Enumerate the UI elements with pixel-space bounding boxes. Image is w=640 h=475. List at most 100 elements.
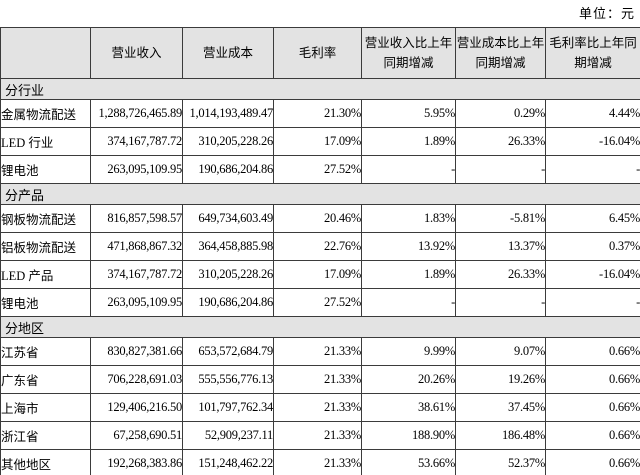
table-row: LED 产品 374,167,787.72 310,205,228.26 17.…: [0, 260, 640, 289]
cell-revenue-yoy: -: [361, 288, 456, 317]
cell-gross-margin: 21.30%: [273, 99, 362, 128]
table-row: 上海市 129,406,216.50 101,797,762.34 21.33%…: [0, 393, 640, 422]
section-row-industry: 分行业: [0, 78, 640, 100]
table-row: 浙江省 67,258,690.51 52,909,237.11 21.33% 1…: [0, 421, 640, 450]
cell-cost: 555,556,776.13: [182, 365, 274, 394]
cell-revenue: 374,167,787.72: [90, 260, 183, 289]
cell-cost-yoy: 13.37%: [455, 232, 546, 261]
cell-revenue: 263,095,109.95: [90, 288, 183, 317]
table-row: 其他地区 192,268,383.86 151,248,462.22 21.33…: [0, 449, 640, 475]
cell-gross-margin: 17.09%: [273, 260, 362, 289]
cell-revenue-yoy: 53.66%: [361, 449, 456, 475]
header-cost: 营业成本: [182, 27, 274, 79]
cell-revenue: 830,827,381.66: [90, 337, 183, 366]
cell-margin-yoy: -: [545, 288, 640, 317]
header-gross-margin: 毛利率: [273, 27, 362, 79]
cell-revenue: 1,288,726,465.89: [90, 99, 183, 128]
table-row: 江苏省 830,827,381.66 653,572,684.79 21.33%…: [0, 337, 640, 366]
cell-segment-name: 金属物流配送: [0, 99, 91, 128]
cell-revenue-yoy: 20.26%: [361, 365, 456, 394]
cell-revenue-yoy: 1.83%: [361, 204, 456, 233]
cell-gross-margin: 21.33%: [273, 421, 362, 450]
unit-label: 单位：元: [578, 6, 635, 21]
cell-margin-yoy: 6.45%: [545, 204, 640, 233]
cell-segment-name: 广东省: [0, 365, 91, 394]
cell-segment-name: 浙江省: [0, 421, 91, 450]
table-row: 金属物流配送 1,288,726,465.89 1,014,193,489.47…: [0, 99, 640, 128]
cell-gross-margin: 21.33%: [273, 337, 362, 366]
cell-cost: 190,686,204.86: [182, 155, 274, 184]
table-head: 营业收入 营业成本 毛利率 营业收入比上年同期增减 营业成本比上年同期增减 毛利…: [0, 27, 640, 79]
cell-margin-yoy: 4.44%: [545, 99, 640, 128]
cell-revenue-yoy: -: [361, 155, 456, 184]
cell-cost: 101,797,762.34: [182, 393, 274, 422]
cell-cost: 190,686,204.86: [182, 288, 274, 317]
cell-cost-yoy: 19.26%: [455, 365, 546, 394]
cell-cost-yoy: 52.37%: [455, 449, 546, 475]
section-row-product: 分产品: [0, 183, 640, 205]
cell-cost: 653,572,684.79: [182, 337, 274, 366]
cell-gross-margin: 20.46%: [273, 204, 362, 233]
cell-revenue: 374,167,787.72: [90, 127, 183, 156]
cell-margin-yoy: -16.04%: [545, 127, 640, 156]
cell-cost-yoy: 9.07%: [455, 337, 546, 366]
cell-revenue: 129,406,216.50: [90, 393, 183, 422]
cell-segment-name: 江苏省: [0, 337, 91, 366]
cell-cost: 52,909,237.11: [182, 421, 274, 450]
cell-cost: 1,014,193,489.47: [182, 99, 274, 128]
table-header-row: 营业收入 营业成本 毛利率 营业收入比上年同期增减 营业成本比上年同期增减 毛利…: [0, 27, 640, 79]
cell-cost-yoy: 26.33%: [455, 127, 546, 156]
table-row: 锂电池 263,095,109.95 190,686,204.86 27.52%…: [0, 288, 640, 317]
table-body: 分行业 金属物流配送 1,288,726,465.89 1,014,193,48…: [0, 78, 640, 475]
table-row: LED 行业 374,167,787.72 310,205,228.26 17.…: [0, 127, 640, 156]
section-label-product: 分产品: [0, 183, 640, 205]
cell-gross-margin: 27.52%: [273, 288, 362, 317]
cell-segment-name: 其他地区: [0, 449, 91, 475]
cell-margin-yoy: -16.04%: [545, 260, 640, 289]
segment-table: 营业收入 营业成本 毛利率 营业收入比上年同期增减 营业成本比上年同期增减 毛利…: [0, 27, 640, 475]
cell-gross-margin: 21.33%: [273, 449, 362, 475]
cell-margin-yoy: 0.66%: [545, 365, 640, 394]
cell-segment-name: 锂电池: [0, 288, 91, 317]
cell-cost: 310,205,228.26: [182, 127, 274, 156]
cell-margin-yoy: 0.66%: [545, 337, 640, 366]
cell-margin-yoy: -: [545, 155, 640, 184]
cell-cost-yoy: 0.29%: [455, 99, 546, 128]
cell-segment-name: 锂电池: [0, 155, 91, 184]
cell-revenue: 192,268,383.86: [90, 449, 183, 475]
cell-cost-yoy: 37.45%: [455, 393, 546, 422]
cell-cost: 310,205,228.26: [182, 260, 274, 289]
cell-margin-yoy: 0.66%: [545, 421, 640, 450]
table-row: 锂电池 263,095,109.95 190,686,204.86 27.52%…: [0, 155, 640, 184]
header-margin-yoy: 毛利率比上年同期增减: [545, 27, 640, 79]
cell-margin-yoy: 0.66%: [545, 393, 640, 422]
cell-margin-yoy: 0.37%: [545, 232, 640, 261]
header-revenue: 营业收入: [90, 27, 183, 79]
header-cost-yoy: 营业成本比上年同期增减: [455, 27, 546, 79]
cell-cost: 364,458,885.98: [182, 232, 274, 261]
cell-cost: 151,248,462.22: [182, 449, 274, 475]
table-row: 广东省 706,228,691.03 555,556,776.13 21.33%…: [0, 365, 640, 394]
cell-gross-margin: 21.33%: [273, 393, 362, 422]
cell-revenue-yoy: 5.95%: [361, 99, 456, 128]
cell-segment-name: LED 产品: [0, 260, 91, 289]
cell-revenue-yoy: 1.89%: [361, 260, 456, 289]
cell-revenue: 67,258,690.51: [90, 421, 183, 450]
cell-margin-yoy: 0.66%: [545, 449, 640, 475]
cell-cost-yoy: -: [455, 155, 546, 184]
cell-segment-name: 铝板物流配送: [0, 232, 91, 261]
cell-revenue-yoy: 13.92%: [361, 232, 456, 261]
cell-revenue: 816,857,598.57: [90, 204, 183, 233]
cell-segment-name: 上海市: [0, 393, 91, 422]
cell-revenue-yoy: 9.99%: [361, 337, 456, 366]
table-row: 铝板物流配送 471,868,867.32 364,458,885.98 22.…: [0, 232, 640, 261]
cell-gross-margin: 27.52%: [273, 155, 362, 184]
header-revenue-yoy: 营业收入比上年同期增减: [361, 27, 456, 79]
cell-cost: 649,734,603.49: [182, 204, 274, 233]
cell-gross-margin: 17.09%: [273, 127, 362, 156]
cell-revenue-yoy: 1.89%: [361, 127, 456, 156]
cell-cost-yoy: 186.48%: [455, 421, 546, 450]
header-segment: [0, 27, 91, 79]
cell-revenue: 263,095,109.95: [90, 155, 183, 184]
